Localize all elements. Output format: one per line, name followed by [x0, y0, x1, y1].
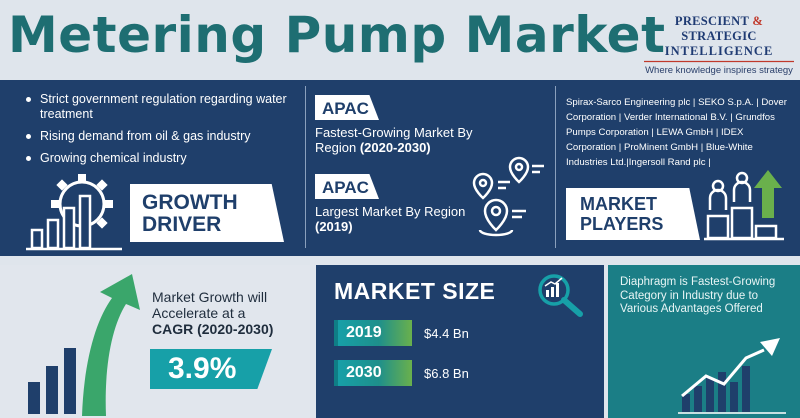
cagr-label: CAGR (2020-2030) [152, 321, 274, 337]
list-item: Growing chemical industry [26, 151, 301, 166]
cagr-value: 3.9% [150, 349, 272, 389]
region-fastest-text: Fastest-Growing Market By Region (2020-2… [315, 125, 500, 155]
growth-label-line2: DRIVER [142, 213, 222, 236]
region-fastest-desc: Fastest-Growing Market By Region [315, 125, 473, 155]
magnifier-chart-icon [538, 274, 583, 317]
growth-arrow-icon [28, 274, 140, 416]
region-fastest-period: (2020-2030) [359, 140, 431, 155]
category-text: Diaphragm is Fastest-Growing Category in… [620, 276, 776, 315]
page-title: Metering Pump Market [8, 6, 666, 64]
podium-people-icon [704, 170, 784, 241]
players-label-line1: MARKET [580, 194, 657, 214]
cagr-description: Market Growth will Accelerate at a [152, 289, 268, 321]
growth-label-line1: GROWTH [142, 191, 238, 214]
trend-chart-icon [678, 338, 786, 414]
brand-line1: PRESCIENT & STRATEGIC [640, 14, 798, 44]
region-largest-text: Largest Market By Region (2019) [315, 204, 500, 234]
growth-driver-label: GROWTH DRIVER [130, 184, 284, 242]
market-players-label: MARKET PLAYERS [566, 188, 700, 240]
growth-driver-list: Strict government regulation regarding w… [26, 92, 301, 173]
region-badge-largest: APAC [315, 174, 379, 199]
brand-tagline: Where knowledge inspires strategy [645, 65, 793, 76]
brand-rule-icon [644, 60, 794, 63]
gear-chart-icon [26, 174, 122, 251]
brand-ampersand: & [752, 14, 764, 28]
map-pins-icon [472, 156, 544, 237]
list-item: Rising demand from oil & gas industry [26, 129, 301, 144]
market-size-year: 2030 [334, 360, 412, 386]
divider [555, 86, 556, 248]
region-largest-desc: Largest Market By Region [315, 204, 466, 219]
brand-word-strategic: STRATEGIC [681, 29, 757, 43]
market-size-year: 2019 [334, 320, 412, 346]
brand-word-prescient: PRESCIENT [674, 14, 749, 28]
region-largest-period: (2019) [315, 219, 353, 234]
market-size-value: $4.4 Bn [424, 326, 469, 341]
market-players-list: Spirax-Sarco Engineering plc | SEKO S.p.… [566, 97, 787, 168]
brand-logo: PRESCIENT & STRATEGIC INTELLIGENCE Where… [640, 14, 798, 76]
market-size-title: MARKET SIZE [334, 278, 496, 304]
divider [305, 86, 306, 248]
market-size-value: $6.8 Bn [424, 366, 469, 381]
players-label-line2: PLAYERS [580, 214, 664, 234]
cagr-text: Market Growth will Accelerate at a CAGR … [152, 289, 302, 337]
list-item: Strict government regulation regarding w… [26, 92, 301, 122]
region-badge-fastest: APAC [315, 95, 379, 120]
brand-line2: INTELLIGENCE [664, 44, 774, 58]
